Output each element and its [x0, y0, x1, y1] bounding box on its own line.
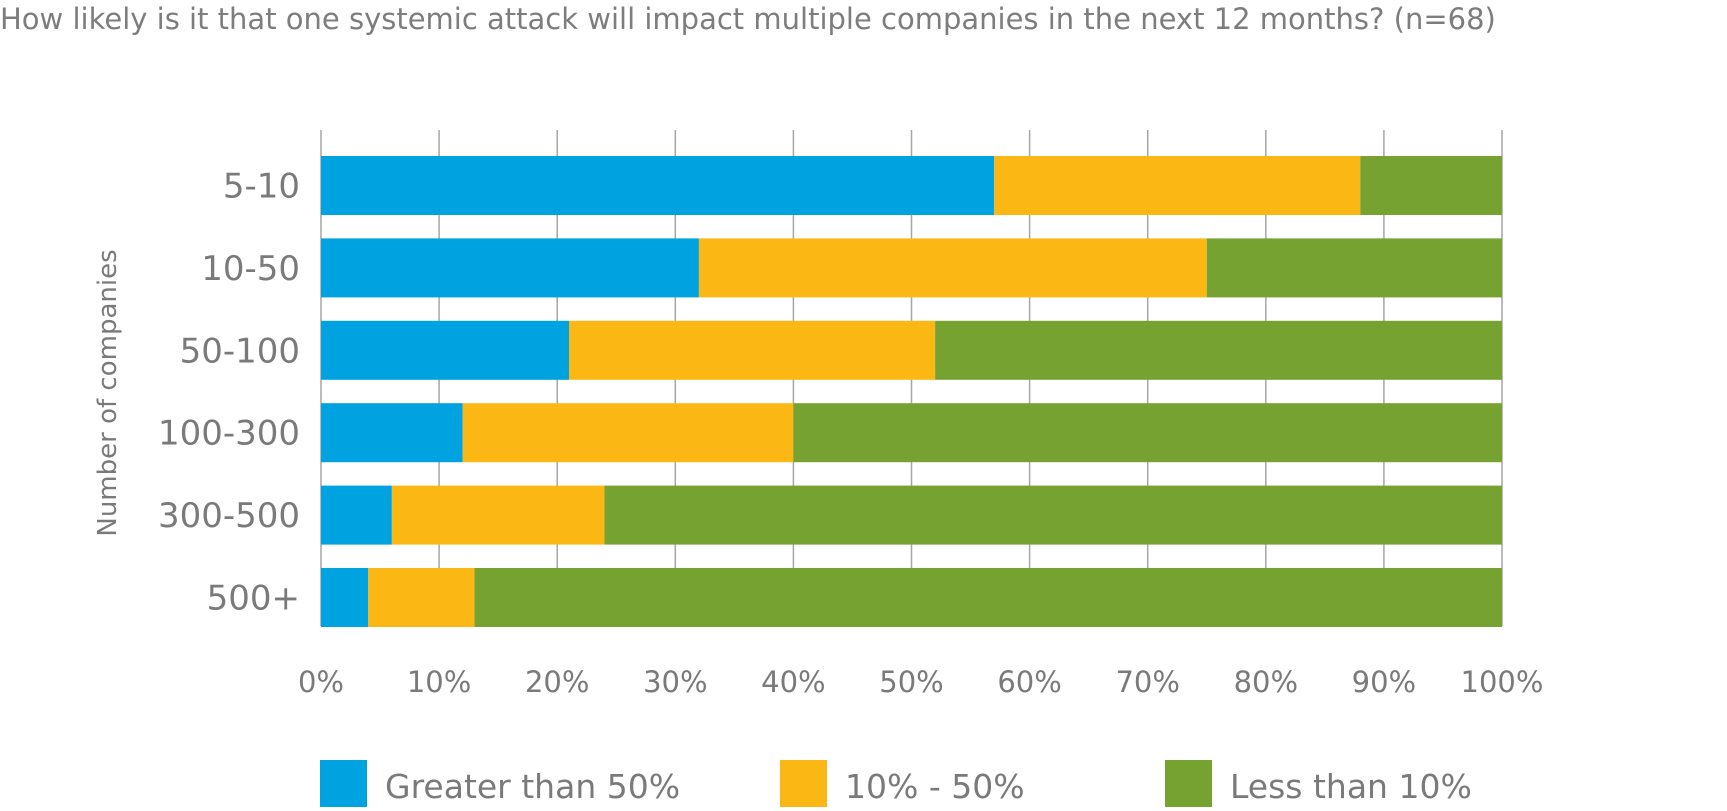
category-label-10-50: 10-50	[201, 249, 300, 289]
x-tick-40: 40%	[761, 665, 825, 699]
bars	[321, 156, 1502, 627]
bar-5-10-10-50	[994, 156, 1361, 215]
bar-10-50-greater-than-50	[321, 238, 699, 298]
bar-300-500-less-than-10	[604, 485, 1502, 545]
x-tick-30: 30%	[643, 665, 707, 699]
category-label-100-300: 100-300	[158, 414, 300, 454]
bar-500-greater-than-50	[321, 568, 369, 627]
x-tick-70: 70%	[1115, 665, 1179, 699]
y-axis-label: Number of companies	[93, 249, 123, 536]
bar-100-300-10-50	[462, 403, 794, 463]
x-tick-50: 50%	[879, 665, 943, 699]
chart-title: How likely is it that one systemic attac…	[0, 2, 1496, 36]
bar-10-50-less-than-10	[1206, 238, 1502, 298]
legend-swatch-less-than-10	[1165, 760, 1212, 807]
legend-label-greater-than-50: Greater than 50%	[385, 767, 680, 806]
x-tick-0: 0%	[298, 665, 344, 699]
x-tick-100: 100%	[1461, 665, 1544, 699]
x-tick-80: 80%	[1234, 665, 1298, 699]
category-label-5-10: 5-10	[223, 167, 300, 207]
bar-100-300-greater-than-50	[321, 403, 463, 463]
x-tick-20: 20%	[525, 665, 589, 699]
bar-100-300-less-than-10	[793, 403, 1502, 463]
bar-50-100-greater-than-50	[321, 320, 570, 380]
x-tick-10: 10%	[407, 665, 471, 699]
legend-label-10-50: 10% - 50%	[845, 767, 1025, 806]
bar-300-500-greater-than-50	[321, 485, 392, 545]
bar-50-100-10-50	[569, 320, 936, 380]
category-labels: 5-10 10-50 50-100 100-300 300-500 500+	[158, 167, 300, 619]
bar-5-10-less-than-10	[1360, 156, 1502, 215]
category-label-300-500: 300-500	[158, 496, 300, 536]
x-tick-60: 60%	[997, 665, 1061, 699]
legend-swatch-10-50	[780, 760, 827, 807]
bar-500-10-50	[368, 568, 475, 627]
category-label-50-100: 50-100	[180, 331, 300, 371]
x-tick-labels: 0% 10% 20% 30% 40% 50% 60% 70% 80% 90% 100%	[298, 665, 1543, 699]
x-tick-90: 90%	[1352, 665, 1416, 699]
bar-50-100-less-than-10	[935, 320, 1502, 380]
bar-10-50-10-50	[698, 238, 1207, 298]
legend-swatch-greater-than-50	[320, 760, 367, 807]
legend-label-less-than-10: Less than 10%	[1230, 767, 1472, 806]
legend: Greater than 50% 10% - 50% Less than 10%	[320, 760, 1472, 807]
category-label-500: 500+	[207, 579, 300, 619]
bar-5-10-greater-than-50	[321, 156, 995, 215]
bar-500-less-than-10	[474, 568, 1502, 627]
bar-300-500-10-50	[391, 485, 605, 545]
